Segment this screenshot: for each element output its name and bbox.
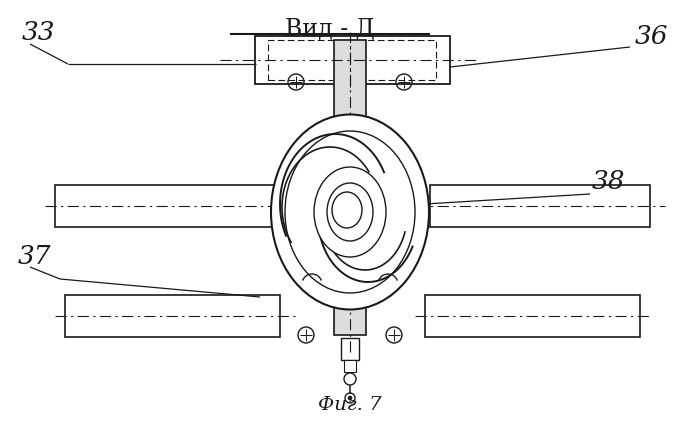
Ellipse shape [314, 167, 386, 257]
Circle shape [348, 396, 352, 400]
Text: 38: 38 [592, 169, 626, 194]
Circle shape [344, 373, 356, 385]
Bar [430, 185, 650, 227]
Ellipse shape [327, 183, 373, 241]
Ellipse shape [271, 114, 429, 309]
Circle shape [340, 202, 360, 222]
Circle shape [346, 208, 354, 216]
Text: 33: 33 [22, 20, 55, 45]
Ellipse shape [285, 131, 415, 293]
Bar [425, 295, 640, 337]
Circle shape [345, 393, 355, 403]
Bar [65, 295, 280, 337]
Bar [341, 338, 359, 360]
Bar [255, 36, 450, 84]
Ellipse shape [332, 192, 362, 228]
Bar [334, 40, 366, 335]
Text: 36: 36 [635, 24, 668, 49]
Text: Фиг. 7: Фиг. 7 [318, 396, 382, 414]
Text: 37: 37 [18, 244, 52, 269]
Bar [55, 185, 275, 227]
Text: Вид - Д: Вид - Д [285, 17, 375, 40]
Bar [268, 40, 436, 80]
Bar [344, 360, 356, 372]
